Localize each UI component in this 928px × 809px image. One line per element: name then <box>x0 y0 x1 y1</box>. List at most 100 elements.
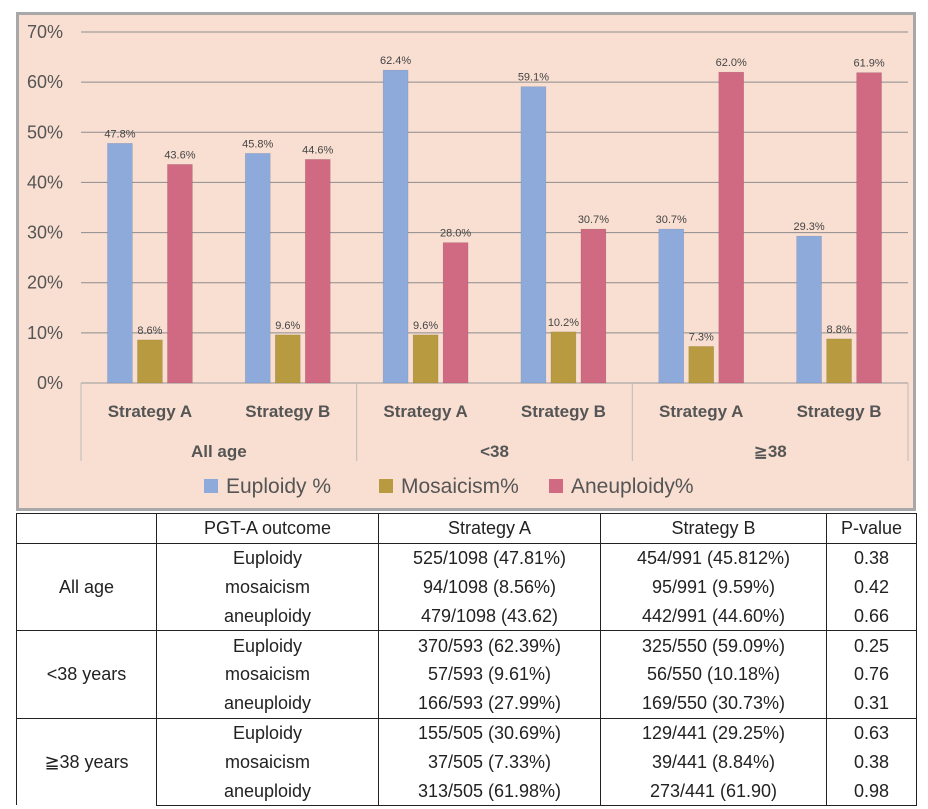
table-cell: 56/550 (10.18%) <box>600 659 827 689</box>
bar <box>442 242 469 384</box>
category-label: Strategy A <box>659 402 743 421</box>
category-label: Strategy B <box>245 402 330 421</box>
legend-label: Mosaicism% <box>401 475 519 498</box>
table-row: mosaicism 37/505 (7.33%) 39/441 (8.84%) 0.3… <box>17 747 917 777</box>
legend-swatch <box>204 479 218 493</box>
table-header-row: PGT-A outcome Strategy A Strategy B P-value <box>16 513 917 544</box>
age-group-label: <38 years <box>16 630 157 719</box>
table-cell: 0.42 <box>826 572 917 602</box>
table-cell: 313/505 (61.98%) <box>378 776 601 806</box>
bar <box>796 235 822 384</box>
table-cell: 0.38 <box>826 747 917 777</box>
table-cell: 37/505 (7.33%) <box>378 747 601 777</box>
data-label: 9.6% <box>275 320 300 332</box>
table-row: All age Euploidy 525/1098 (47.81%) 454/991 … <box>16 542 917 631</box>
data-label: 61.9% <box>853 58 884 70</box>
data-label: 30.7% <box>656 214 687 226</box>
grouped-bar-chart: 0% 10% 20% 30% 40% 50% 60% 70% 47.8% 45.8% 62.4% 59… <box>27 22 909 498</box>
data-label: 62.0% <box>716 57 747 69</box>
table-cell: 370/593 (62.39%) <box>378 630 601 660</box>
table-cell: 0.66 <box>826 601 917 631</box>
data-label: 59.1% <box>518 72 549 84</box>
y-tick-label: 50% <box>27 122 63 142</box>
table-cell: Euploidy <box>156 717 379 748</box>
table-cell: mosaicism <box>156 747 379 777</box>
table-cell: 454/991 (45.812%) <box>600 542 827 573</box>
table-cell: 129/441 (29.25%) <box>600 717 827 748</box>
y-tick-label: 30% <box>27 223 63 243</box>
legend-swatch <box>379 479 393 493</box>
data-label: 7.3% <box>689 331 714 343</box>
table-header-cell: Strategy B <box>600 513 827 544</box>
legend-swatch <box>549 479 563 493</box>
table-cell: 325/550 (59.09%) <box>600 630 827 660</box>
group-label: ≧38 <box>754 442 787 461</box>
y-tick-label: 60% <box>27 72 63 92</box>
table-cell: Euploidy <box>156 542 379 573</box>
table-cell: 39/441 (8.84%) <box>600 747 827 777</box>
table-cell: aneuploidy <box>156 601 379 631</box>
data-label: 62.4% <box>380 55 411 67</box>
bar <box>520 86 547 384</box>
category-label: Strategy B <box>797 402 882 421</box>
data-label: 47.8% <box>104 128 135 140</box>
chart-panel: 0% 10% 20% 30% 40% 50% 60% 70% 47.8% 45.8% 62.4% 59… <box>16 12 916 511</box>
table-row: mosaicism 94/1098 (8.56%) 95/991 (9.59%) 0.… <box>17 572 917 602</box>
table-cell: 0.38 <box>826 542 917 573</box>
age-group-label: ≧38 years <box>16 717 157 806</box>
category-label: Strategy A <box>108 402 192 421</box>
table-cell: 0.98 <box>826 776 917 806</box>
group-label: <38 <box>480 442 509 461</box>
table-cell: 442/991 (44.60%) <box>600 601 827 631</box>
table-cell: 95/991 (9.59%) <box>600 572 827 602</box>
data-label: 10.2% <box>548 317 579 329</box>
table-cell: mosaicism <box>156 572 379 602</box>
table-header-cell: PGT-A outcome <box>156 513 379 544</box>
table-cell: 57/593 (9.61%) <box>378 659 601 689</box>
table-cell: 155/505 (30.69%) <box>378 717 601 748</box>
bar <box>304 159 331 384</box>
table-header-cell <box>16 513 157 544</box>
data-label: 8.8% <box>827 324 852 336</box>
table-cell: 479/1098 (43.62) <box>378 601 601 631</box>
bar <box>382 69 409 384</box>
pgta-outcome-table: PGT-A outcome Strategy A Strategy B P-value… <box>16 513 917 806</box>
bar <box>274 334 301 384</box>
y-tick-label: 0% <box>37 373 63 393</box>
legend-label: Euploidy % <box>226 475 331 498</box>
legend-label: Aneuploidy% <box>571 475 694 498</box>
table-cell: 273/441 (61.90) <box>600 776 827 806</box>
bar <box>412 334 439 384</box>
age-group-label: All age <box>16 542 157 631</box>
table-cell: mosaicism <box>156 659 379 689</box>
table-cell: 0.31 <box>826 688 917 719</box>
table-row: aneuploidy 166/593 (27.99%) 169/550 (30.73… <box>17 688 917 719</box>
table-header-cell: Strategy A <box>378 513 601 544</box>
table-cell: 0.63 <box>826 717 917 748</box>
table-cell: aneuploidy <box>156 776 379 806</box>
category-label: Strategy B <box>521 402 606 421</box>
y-tick-label: 70% <box>27 22 63 42</box>
data-label: 44.6% <box>302 144 333 156</box>
bar <box>826 338 852 384</box>
bar <box>856 72 882 384</box>
bar <box>244 153 271 384</box>
table-cell: 0.76 <box>826 659 917 689</box>
data-label: 29.3% <box>793 221 824 233</box>
table-row: ≧38 years Euploidy 155/505 (30.69%) 129/441… <box>16 717 917 806</box>
data-label: 43.6% <box>164 149 195 161</box>
table-cell: 0.25 <box>826 630 917 660</box>
table-row: <38 years Euploidy 370/593 (62.39%) 325/550… <box>16 630 917 719</box>
data-label: 45.8% <box>242 138 273 150</box>
bar <box>167 164 193 384</box>
y-tick-label: 20% <box>27 273 63 293</box>
table-row: aneuploidy 479/1098 (43.62) 442/991 (44.60… <box>17 601 917 631</box>
bar <box>658 228 685 384</box>
bar <box>718 71 745 384</box>
y-tick-label: 40% <box>27 172 63 192</box>
category-label: Strategy A <box>383 402 467 421</box>
bar <box>580 228 607 384</box>
bar <box>137 339 163 384</box>
table-cell: aneuploidy <box>156 688 379 719</box>
bar <box>688 346 715 384</box>
